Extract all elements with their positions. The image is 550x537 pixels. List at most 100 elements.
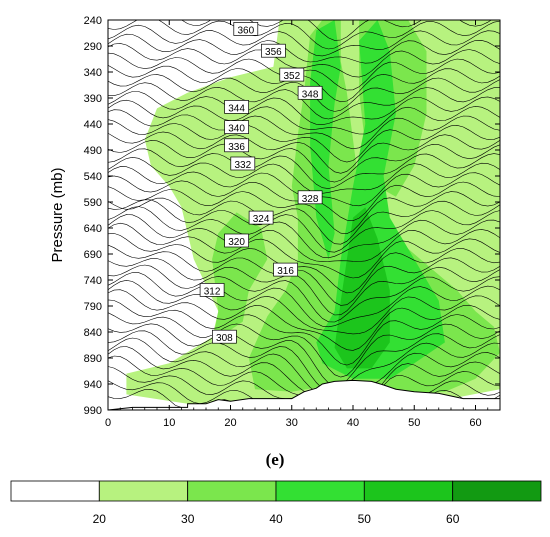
isentrope-line: [108, 272, 500, 328]
contour-label-340: 340: [224, 120, 249, 135]
y-axis-label: Pressure (mb): [49, 167, 66, 262]
contour-label-320: 320: [224, 233, 249, 248]
colorbar-swatch: [187, 480, 277, 502]
isentrope-line: [108, 140, 500, 183]
svg-text:320: 320: [228, 237, 245, 248]
isentrope-line: [108, 323, 500, 387]
x-tick-label: 20: [224, 417, 236, 429]
svg-text:348: 348: [302, 89, 319, 100]
isentrope-line: [108, 199, 500, 253]
contour-label-328: 328: [297, 190, 323, 205]
isentrope-line: [108, 206, 500, 259]
contour-label-356: 356: [261, 43, 286, 58]
colorbar-label: 50: [358, 512, 372, 526]
contour-labels: 360 356 352 348 344 340 336 332 328 324 320 316 312 3…: [199, 22, 323, 344]
isentrope-line: [108, 43, 500, 78]
isentrope-line: [108, 20, 500, 50]
wind-speed-shading: [126, 20, 500, 404]
colorbar-swatch: [452, 480, 542, 502]
contour-label-324: 324: [248, 210, 274, 225]
svg-text:312: 312: [204, 286, 221, 297]
x-tick-label: 40: [347, 417, 359, 429]
x-tick-label: 10: [163, 417, 175, 429]
y-tick-label: 240: [84, 15, 102, 27]
isentrope-line: [108, 109, 500, 150]
y-tick-label: 940: [84, 379, 102, 391]
svg-text:356: 356: [265, 47, 282, 58]
contour-label-352: 352: [279, 67, 305, 82]
colorbar-swatch: [363, 480, 453, 502]
y-tick-label: 690: [84, 249, 102, 261]
y-tick-label: 790: [84, 301, 102, 313]
y-tick-label: 590: [84, 197, 102, 209]
isentrope-line: [108, 99, 500, 135]
isentrope-line: [108, 330, 500, 392]
isentrope-line: [108, 91, 500, 126]
svg-text:344: 344: [228, 103, 245, 114]
isentrope-line: [108, 346, 500, 407]
isentrope-line: [108, 214, 500, 262]
svg-text:360: 360: [237, 25, 254, 36]
isentrope-line: [108, 233, 500, 294]
colorbar-label: 20: [93, 512, 107, 526]
colorbar-label: 30: [181, 512, 195, 526]
isentrope-line: [108, 197, 500, 245]
svg-text:324: 324: [253, 214, 270, 225]
isentrope-line: [108, 299, 500, 366]
y-axis: 240 290 340 390 440 490 540 590 640 690 740 790 840 8…: [84, 15, 500, 417]
terrain-mask: [107, 379, 501, 411]
isentrope-line: [108, 244, 500, 306]
isentrope-line: [108, 33, 500, 64]
svg-text:340: 340: [228, 124, 245, 135]
colorbar-label: 60: [446, 512, 460, 526]
y-tick-label: 890: [84, 353, 102, 365]
x-tick-label: 60: [469, 417, 481, 429]
colorbar-label: 40: [269, 512, 283, 526]
colorbar: 20 30 40 50 60: [10, 480, 542, 526]
isentrope-line: [108, 82, 500, 120]
colorbar-swatch: [10, 480, 100, 502]
svg-text:328: 328: [302, 194, 319, 205]
x-tick-label: 0: [105, 417, 111, 429]
isentrope-line: [108, 264, 500, 323]
panel-label: (e): [266, 450, 285, 469]
isentrope-line: [108, 258, 500, 316]
y-tick-label: 340: [84, 67, 102, 79]
isentrope-line: [108, 148, 500, 189]
y-tick-label: 490: [84, 145, 102, 157]
x-tick-label: 50: [408, 417, 420, 429]
isentrope-line: [108, 131, 500, 174]
svg-text:332: 332: [234, 160, 251, 171]
contour-label-360: 360: [233, 22, 259, 36]
svg-text:308: 308: [216, 333, 233, 344]
isentrope-line: [108, 24, 500, 57]
y-tick-label: 740: [84, 275, 102, 287]
y-tick-label: 990: [84, 405, 102, 417]
colorbar-swatch: [275, 480, 365, 502]
svg-text:336: 336: [228, 142, 245, 153]
y-tick-label: 390: [84, 93, 102, 105]
isentrope-line: [108, 119, 500, 163]
contour-label-332: 332: [230, 156, 256, 171]
x-axis: 0 10 20 30 40 50 60: [105, 20, 489, 429]
isentrope-line: [108, 156, 500, 194]
shade-50-60: [334, 207, 390, 369]
y-tick-label: 440: [84, 119, 102, 131]
contour-label-308: 308: [212, 329, 237, 344]
y-tick-label: 290: [84, 41, 102, 53]
contour-label-312: 312: [199, 283, 225, 297]
isentrope-line: [108, 289, 500, 351]
contour-label-344: 344: [224, 100, 249, 114]
y-tick-label: 840: [84, 327, 102, 339]
contour-label-348: 348: [297, 85, 323, 100]
y-tick-label: 640: [84, 223, 102, 235]
isentrope-line: [108, 312, 500, 378]
isentrope-line: [108, 222, 500, 279]
y-tick-label: 540: [84, 171, 102, 183]
contour-label-336: 336: [224, 138, 249, 153]
x-tick-label: 30: [286, 417, 298, 429]
isentrope-line: [108, 337, 500, 397]
contour-label-316: 316: [273, 262, 298, 277]
isentrope-line: [108, 279, 500, 335]
colorbar-swatch: [98, 480, 189, 502]
